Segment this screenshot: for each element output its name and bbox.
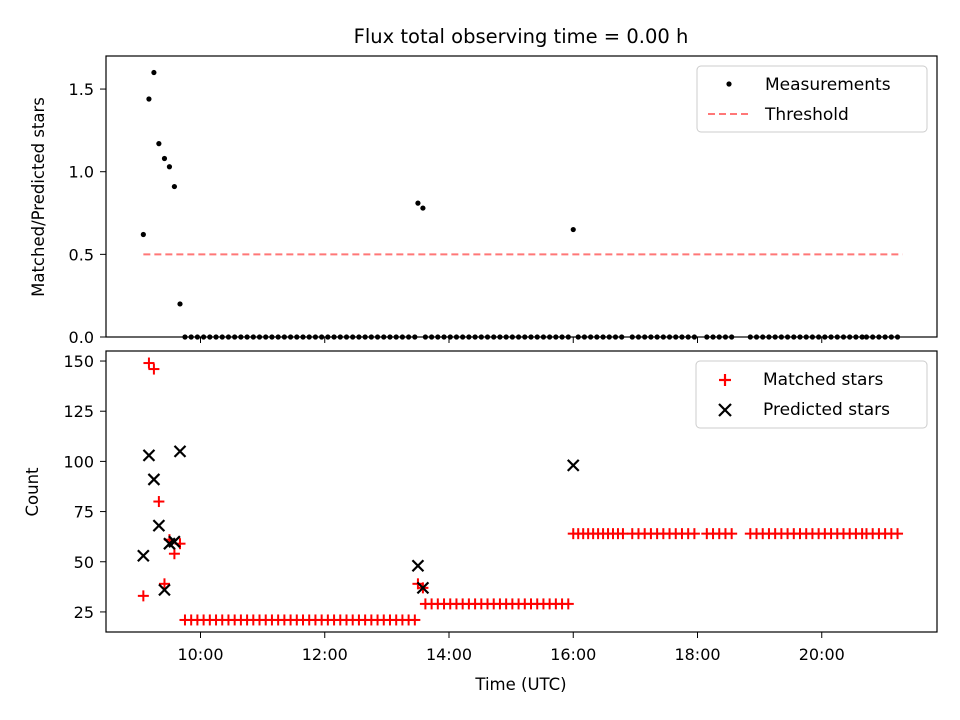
bottom-ytick-label: 25: [74, 603, 94, 622]
bottom-ytick-label: 100: [63, 452, 94, 471]
matched-star-point: [168, 548, 180, 560]
measurement-point: [161, 155, 168, 162]
xtick-label: 20:00: [799, 645, 845, 664]
legend-measurements-label: Measurements: [765, 75, 891, 95]
measurement-point: [151, 69, 157, 76]
predicted-star-point: [147, 473, 161, 486]
predicted-star-point: [173, 445, 187, 458]
predicted-star-point: [142, 449, 156, 462]
measurement-point: [570, 226, 576, 233]
matched-star-point: [562, 598, 574, 610]
matched-star-point: [137, 590, 149, 602]
bottom-panel-x-ticks: 10:00 12:00 14:00 16:00 18:00 20:00: [177, 632, 845, 664]
top-ytick-label: 0.5: [69, 245, 94, 264]
top-panel-y-ticks: 0.0 0.5 1.0 1.5: [69, 80, 106, 347]
predicted-star-point: [168, 535, 181, 548]
xtick-label: 10:00: [177, 645, 223, 664]
bottom-panel-marks: [137, 357, 904, 626]
bottom-panel: 25 50 75 100 125 150 10:00 12:00 14:00 16:00 18:0…: [23, 350, 938, 694]
matched-star-point: [726, 528, 738, 540]
predicted-star-point: [158, 583, 171, 597]
xtick-label: 14:00: [426, 645, 472, 664]
top-legend-box: [696, 65, 928, 133]
top-panel-frame: [105, 55, 938, 338]
measurement-point: [166, 164, 173, 170]
measurement-point: [156, 141, 162, 147]
matched-star-point: [617, 528, 629, 540]
measurement-point: [146, 96, 152, 102]
matched-star-point: [892, 528, 904, 540]
bottom-panel-y-ticks: 25 50 75 100 125 150: [63, 352, 106, 622]
legend-measurements-marker: [726, 81, 732, 87]
bottom-legend: Matched stars Predicted stars: [695, 360, 928, 429]
chart-title: Flux total observing time = 0.00 h: [354, 25, 689, 48]
top-legend: Measurements Threshold: [696, 65, 928, 133]
legend-predicted-marker: [718, 403, 732, 417]
measurement-point: [415, 200, 421, 206]
matched-star-point: [153, 496, 165, 508]
legend-matched-marker: [719, 374, 731, 386]
xtick-label: 12:00: [302, 645, 348, 664]
bottom-panel-ylabel: Count: [23, 467, 42, 517]
measurement-point: [420, 205, 426, 211]
top-ytick-label: 1.5: [69, 80, 94, 99]
predicted-star-point: [566, 459, 580, 472]
legend-predicted-label: Predicted stars: [763, 400, 890, 420]
top-panel-ylabel: Matched/Predicted stars: [29, 97, 48, 297]
bottom-legend-box: [695, 360, 928, 429]
top-ytick-label: 1.0: [69, 163, 94, 182]
predicted-star-point: [416, 581, 430, 595]
predicted-star-point: [411, 559, 425, 573]
bottom-ytick-label: 150: [63, 352, 94, 371]
top-ytick-label: 0.0: [69, 328, 94, 347]
measurement-point: [171, 183, 178, 190]
matched-star-point: [688, 528, 700, 540]
top-panel-x-ticks: [200, 337, 823, 343]
legend-threshold-label: Threshold: [764, 105, 849, 125]
bottom-ytick-label: 75: [74, 503, 94, 522]
xtick-label: 16:00: [550, 645, 596, 664]
x-axis-label: Time (UTC): [474, 675, 566, 694]
predicted-star-point: [137, 549, 150, 563]
matched-star-point: [148, 363, 160, 375]
legend-matched-label: Matched stars: [763, 370, 883, 390]
top-panel: 0.0 0.5 1.0 1.5 Matched/Predicted stars Mea…: [29, 55, 938, 347]
xtick-label: 18:00: [674, 645, 720, 664]
matched-star-point: [158, 578, 170, 590]
matched-star-point: [143, 357, 155, 369]
measurement-point: [140, 231, 146, 238]
bottom-ytick-label: 125: [63, 402, 94, 421]
bottom-ytick-label: 50: [74, 553, 94, 572]
matched-star-point: [409, 614, 421, 626]
bottom-panel-frame: [105, 350, 938, 633]
measurement-point: [177, 301, 183, 307]
predicted-star-point: [152, 519, 166, 532]
